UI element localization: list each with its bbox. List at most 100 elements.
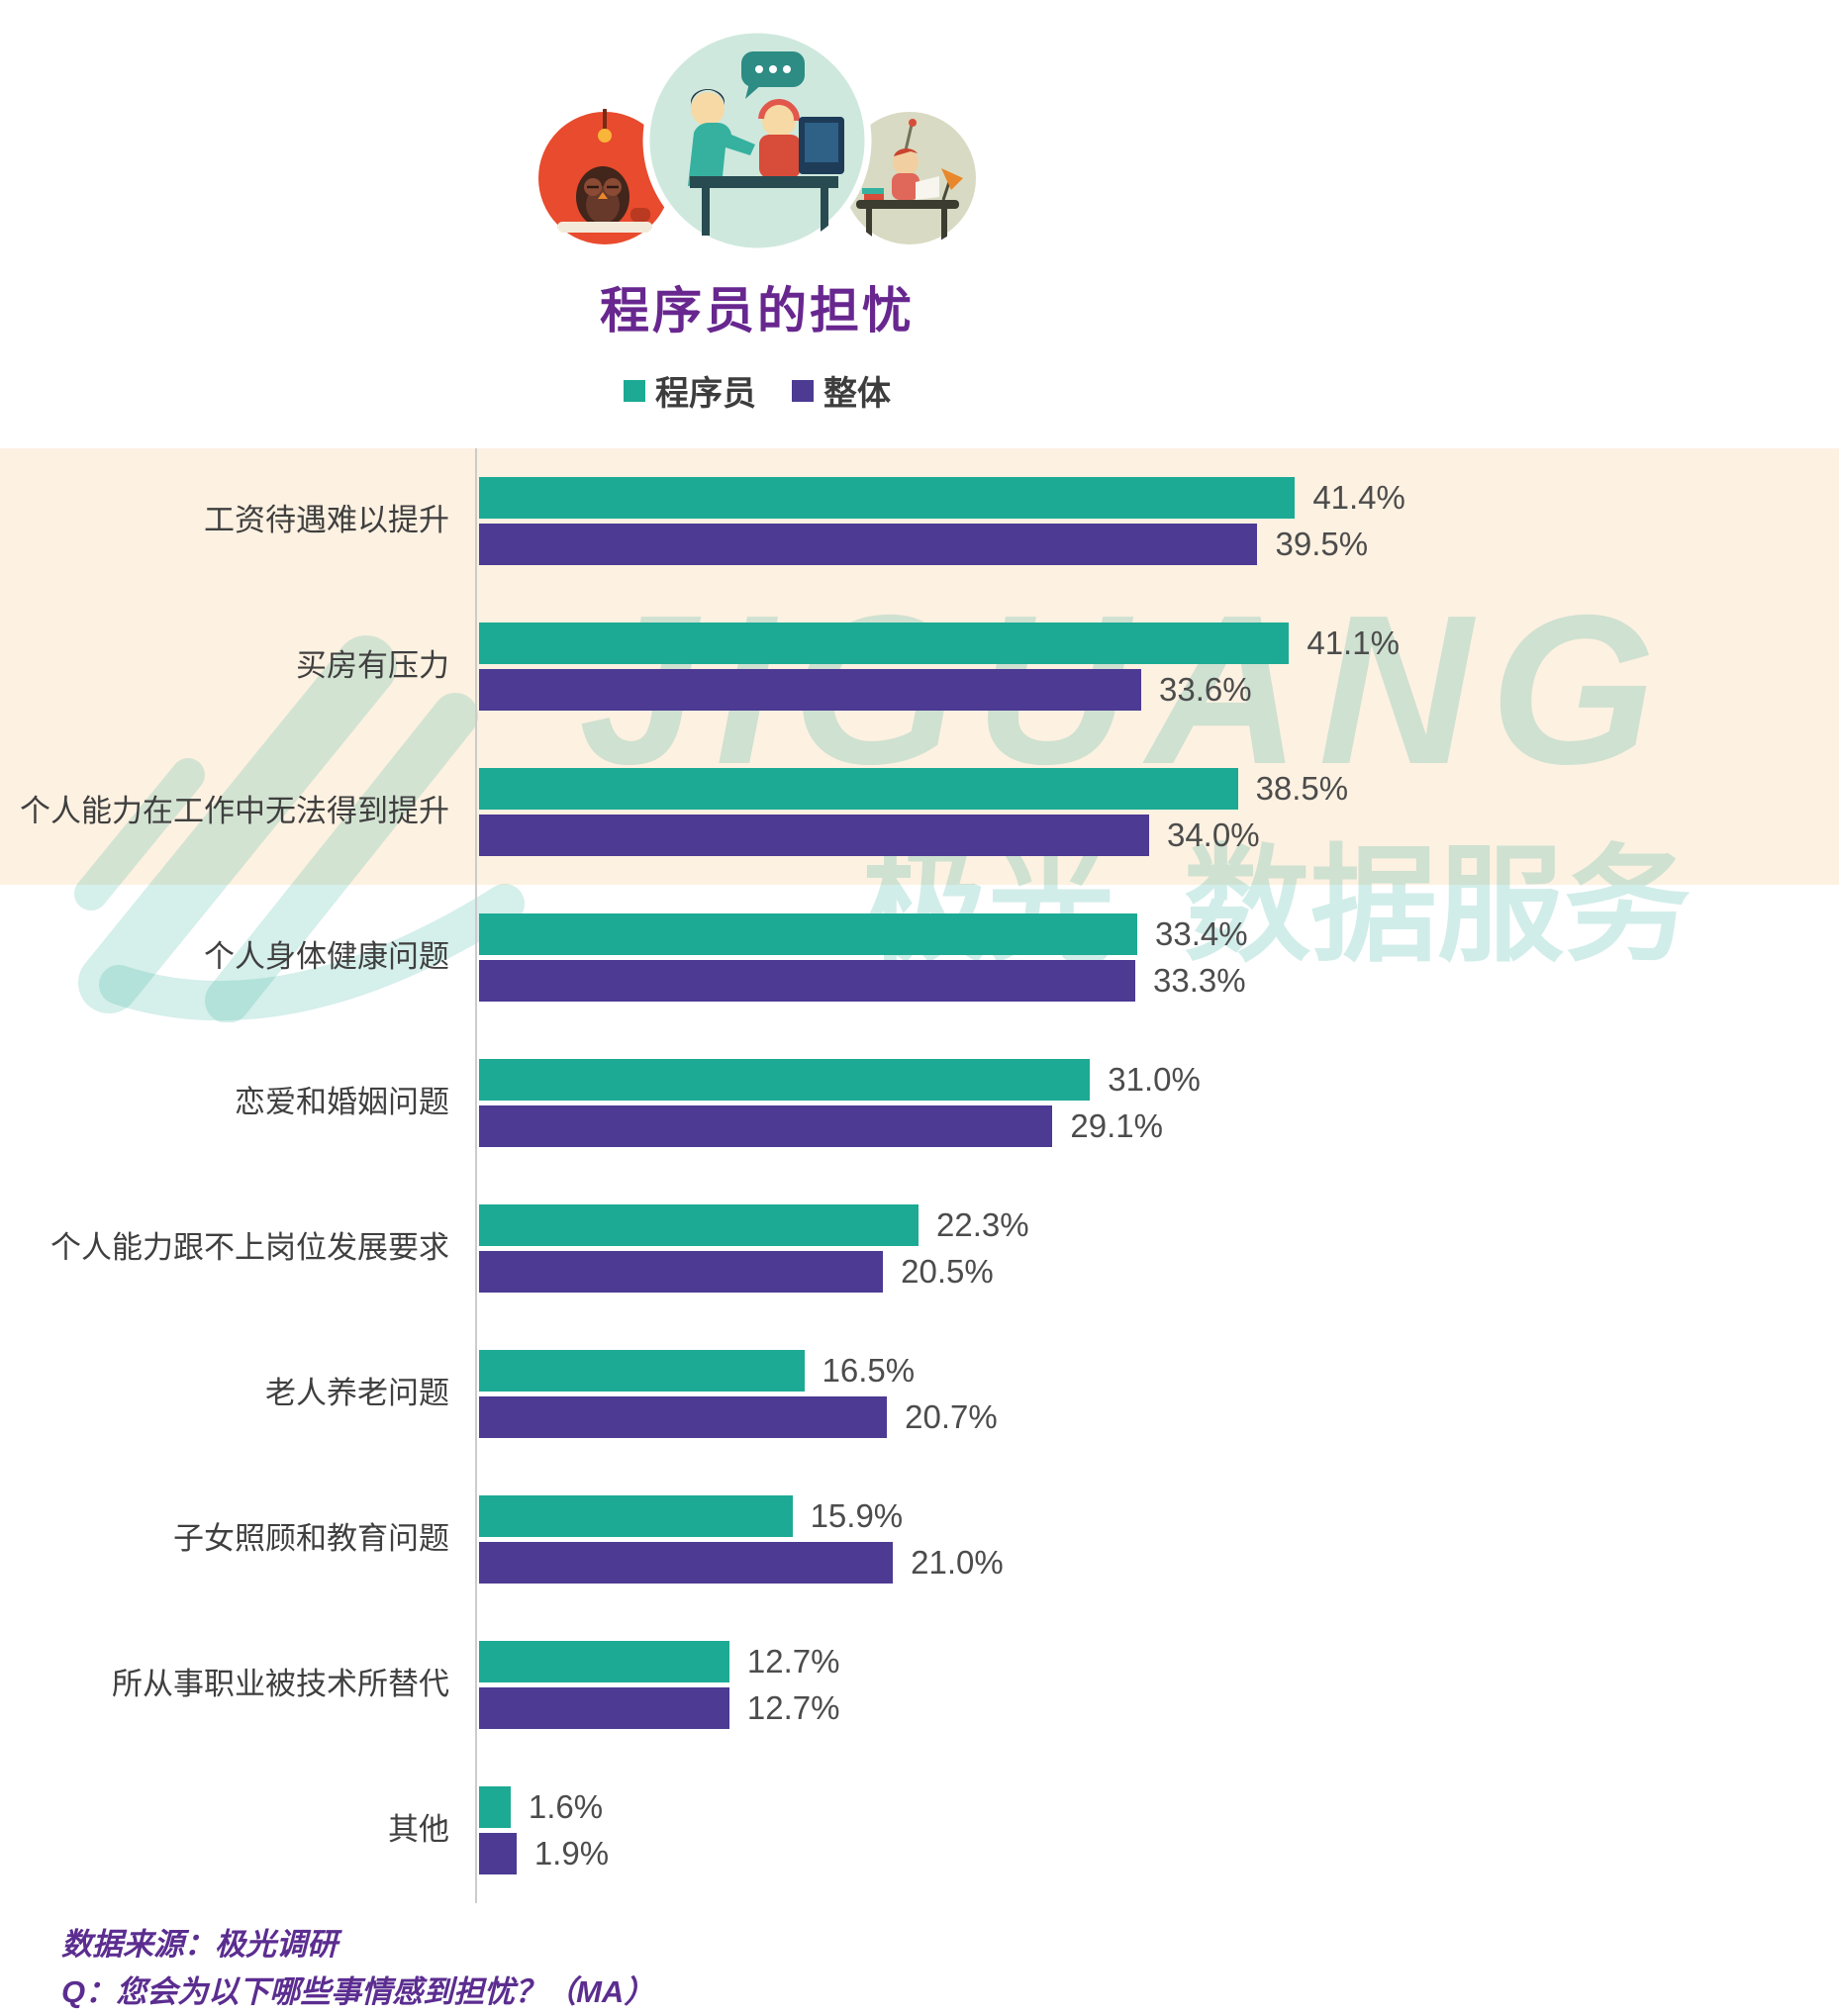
legend-item: 整体 bbox=[792, 366, 891, 415]
category-label: 恋爱和婚姻问题 bbox=[235, 1085, 449, 1120]
bar-line: 33.3% bbox=[479, 960, 1839, 1002]
bar-group: 12.7% 12.7% bbox=[475, 1641, 1839, 1729]
bar-overall bbox=[479, 1542, 894, 1584]
bar-overall bbox=[479, 669, 1141, 711]
bar-programmers bbox=[479, 1786, 511, 1828]
category-label: 个人能力在工作中无法得到提升 bbox=[20, 794, 449, 829]
bar-line: 15.9% bbox=[479, 1495, 1839, 1537]
bar-group: 38.5% 34.0% bbox=[475, 768, 1839, 856]
bar-line: 29.1% bbox=[479, 1105, 1839, 1147]
bar-group: 16.5% 20.7% bbox=[475, 1350, 1839, 1438]
bar-line: 22.3% bbox=[479, 1204, 1839, 1246]
value-label: 33.4% bbox=[1155, 915, 1248, 952]
bar-overall bbox=[479, 524, 1258, 565]
category-label: 老人养老问题 bbox=[265, 1376, 449, 1411]
value-label: 39.5% bbox=[1275, 526, 1369, 562]
value-label: 22.3% bbox=[936, 1206, 1029, 1243]
pair-programming-illustration-icon bbox=[642, 26, 872, 255]
chart-row: 个人能力在工作中无法得到提升 38.5% 34.0% bbox=[0, 739, 1839, 885]
value-label: 1.6% bbox=[528, 1788, 604, 1825]
bar-line: 33.6% bbox=[479, 669, 1839, 711]
bar-overall bbox=[479, 1687, 729, 1729]
value-label: 16.5% bbox=[822, 1352, 916, 1389]
bar-programmers bbox=[479, 623, 1290, 664]
bar-line: 16.5% bbox=[479, 1350, 1839, 1392]
chart-row: 恋爱和婚姻问题 31.0% 29.1% bbox=[0, 1030, 1839, 1176]
category-label: 买房有压力 bbox=[296, 648, 449, 684]
bar-group: 1.6% 1.9% bbox=[475, 1786, 1839, 1874]
bar-overall bbox=[479, 960, 1136, 1002]
bar-line: 41.1% bbox=[479, 623, 1839, 664]
value-label: 33.3% bbox=[1153, 962, 1246, 999]
bar-group: 31.0% 29.1% bbox=[475, 1059, 1839, 1147]
chart-rows: 工资待遇难以提升 41.4% 39.5% 买房有压力 41.1% 33.6% 个人能力在工作… bbox=[0, 448, 1839, 1903]
bar-overall bbox=[479, 1105, 1053, 1147]
owl-desk-illustration-icon bbox=[532, 106, 677, 250]
bar-programmers bbox=[479, 1059, 1091, 1101]
bar-programmers bbox=[479, 1350, 805, 1392]
value-label: 12.7% bbox=[746, 1643, 840, 1680]
chart-row: 工资待遇难以提升 41.4% 39.5% bbox=[0, 448, 1839, 594]
chart-row: 个人能力跟不上岗位发展要求 22.3% 20.5% bbox=[0, 1176, 1839, 1321]
bar-line: 38.5% bbox=[479, 768, 1839, 810]
highlight-band bbox=[0, 448, 1839, 885]
value-label: 38.5% bbox=[1255, 770, 1349, 807]
value-label: 41.1% bbox=[1307, 624, 1400, 661]
category-label: 工资待遇难以提升 bbox=[204, 503, 449, 538]
survey-question: Q：您会为以下哪些事情感到担忧？（MA） bbox=[61, 1974, 655, 2010]
chart-legend: 程序员 整体 bbox=[0, 366, 1514, 415]
bar-group: 41.4% 39.5% bbox=[475, 477, 1839, 565]
value-label: 33.6% bbox=[1159, 671, 1252, 708]
category-label: 所从事职业被技术所替代 bbox=[112, 1667, 449, 1702]
category-label: 子女照顾和教育问题 bbox=[173, 1521, 449, 1557]
bar-line: 20.7% bbox=[479, 1396, 1839, 1438]
bar-line: 33.4% bbox=[479, 913, 1839, 955]
bar-overall bbox=[479, 815, 1149, 856]
footer: 数据来源：极光调研 Q：您会为以下哪些事情感到担忧？（MA） bbox=[61, 1921, 1839, 2016]
bar-overall bbox=[479, 1833, 517, 1874]
bar-line: 12.7% bbox=[479, 1687, 1839, 1729]
chart-title: 程序员的担忧 bbox=[600, 283, 915, 338]
chart-row: 子女照顾和教育问题 15.9% 21.0% bbox=[0, 1467, 1839, 1612]
legend-item: 程序员 bbox=[624, 366, 756, 415]
value-label: 34.0% bbox=[1166, 816, 1260, 853]
category-label: 个人身体健康问题 bbox=[204, 939, 449, 975]
legend-label: 整体 bbox=[823, 375, 891, 413]
value-label: 31.0% bbox=[1108, 1061, 1201, 1098]
bar-line: 12.7% bbox=[479, 1641, 1839, 1682]
legend-swatch bbox=[792, 379, 814, 402]
chart-row: 其他 1.6% 1.9% bbox=[0, 1758, 1839, 1903]
value-label: 1.9% bbox=[533, 1835, 610, 1872]
bar-group: 15.9% 21.0% bbox=[475, 1495, 1839, 1584]
bar-programmers bbox=[479, 913, 1138, 955]
bar-line: 31.0% bbox=[479, 1059, 1839, 1101]
value-label: 12.7% bbox=[746, 1689, 840, 1726]
bar-programmers bbox=[479, 1204, 920, 1246]
bar-line: 1.9% bbox=[479, 1833, 1839, 1874]
bar-line: 1.6% bbox=[479, 1786, 1839, 1828]
chart-row: 买房有压力 41.1% 33.6% bbox=[0, 594, 1839, 739]
bar-line: 20.5% bbox=[479, 1251, 1839, 1293]
chart-row: 老人养老问题 16.5% 20.7% bbox=[0, 1321, 1839, 1467]
bar-line: 41.4% bbox=[479, 477, 1839, 519]
value-label: 41.4% bbox=[1312, 479, 1405, 516]
value-label: 21.0% bbox=[911, 1544, 1004, 1581]
bar-group: 33.4% 33.3% bbox=[475, 913, 1839, 1002]
bar-overall bbox=[479, 1251, 884, 1293]
bar-group: 41.1% 33.6% bbox=[475, 623, 1839, 711]
header-illustrations bbox=[0, 8, 1514, 255]
bar-programmers bbox=[479, 477, 1296, 519]
value-label: 29.1% bbox=[1070, 1107, 1163, 1144]
legend-label: 程序员 bbox=[655, 375, 756, 413]
category-label: 其他 bbox=[388, 1812, 449, 1848]
legend-swatch bbox=[624, 379, 645, 402]
header: 程序员的担忧 程序员 整体 bbox=[0, 0, 1514, 415]
category-label: 个人能力跟不上岗位发展要求 bbox=[50, 1230, 449, 1266]
chart-row: 个人身体健康问题 33.4% 33.3% bbox=[0, 885, 1839, 1030]
bar-programmers bbox=[479, 768, 1238, 810]
bar-group: 22.3% 20.5% bbox=[475, 1204, 1839, 1293]
bar-line: 34.0% bbox=[479, 815, 1839, 856]
chart-row: 所从事职业被技术所替代 12.7% 12.7% bbox=[0, 1612, 1839, 1758]
value-label: 20.7% bbox=[905, 1398, 998, 1435]
